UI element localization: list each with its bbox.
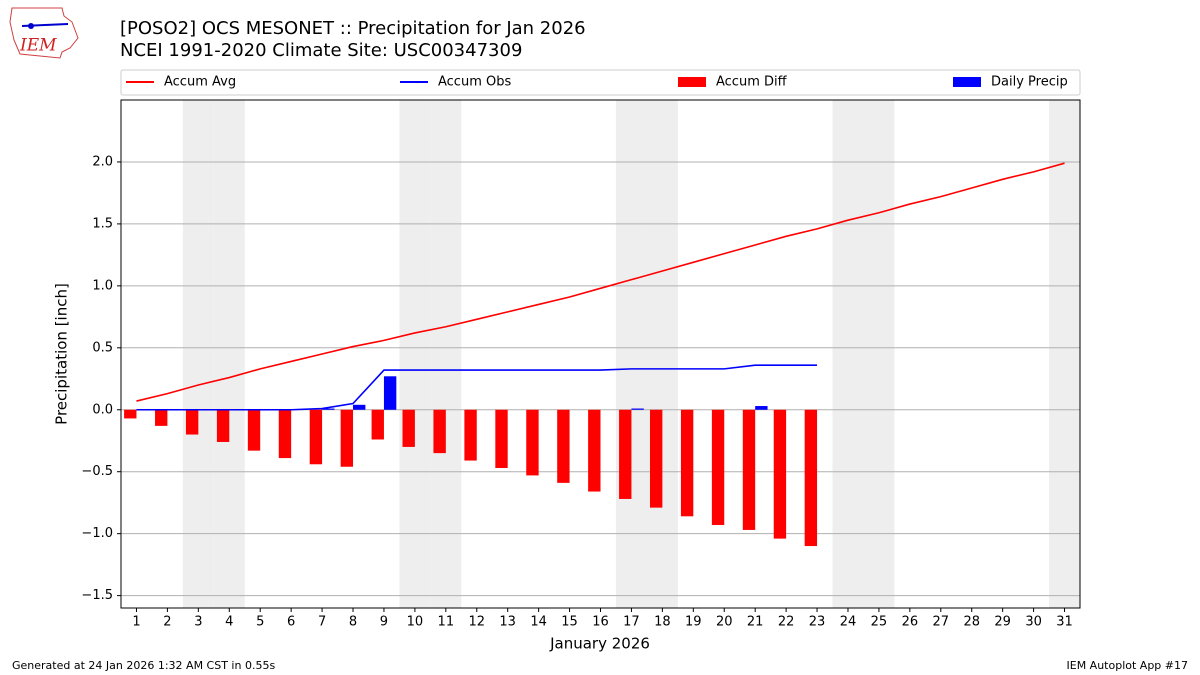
legend-swatch	[953, 77, 981, 87]
bar	[155, 409, 168, 426]
y-tick-label: −1.5	[81, 588, 113, 603]
bar	[557, 409, 570, 483]
x-tick-label: 31	[1056, 615, 1073, 630]
chart-title: [POSO2] OCS MESONET :: Precipitation for…	[120, 18, 586, 39]
bar	[383, 376, 397, 410]
x-tick-label: 3	[194, 615, 202, 630]
x-tick-label: 18	[654, 615, 671, 630]
y-tick-label: 1.0	[92, 278, 113, 293]
bar	[371, 409, 384, 440]
x-tick-label: 4	[225, 615, 233, 630]
x-tick-label: 19	[685, 615, 702, 630]
x-tick-label: 12	[468, 615, 485, 630]
bar	[124, 409, 137, 419]
x-tick-label: 23	[809, 615, 826, 630]
y-tick-label: −1.0	[81, 526, 113, 541]
legend-label: Accum Avg	[164, 75, 236, 90]
bar	[402, 409, 415, 447]
x-tick-label: 16	[592, 615, 609, 630]
bar	[649, 409, 663, 508]
x-tick-label: 27	[933, 615, 950, 630]
weekend-band	[615, 100, 647, 608]
x-tick-label: 2	[163, 615, 171, 630]
weekend-band	[399, 100, 431, 608]
x-tick-label: 7	[318, 615, 326, 630]
x-tick-label: 24	[840, 615, 857, 630]
y-tick-label: 0.0	[92, 402, 113, 417]
chart-subtitle: NCEI 1991-2020 Climate Site: USC00347309	[120, 40, 522, 61]
weekend-band	[213, 100, 245, 608]
bar	[526, 409, 539, 476]
bar	[309, 409, 323, 465]
plot-frame	[120, 99, 1081, 609]
y-axis-label: Precipitation [inch]	[53, 283, 71, 425]
bar	[680, 409, 694, 517]
bar	[278, 409, 292, 459]
y-tick-label: −0.5	[81, 464, 113, 479]
bar	[804, 409, 818, 547]
x-tick-label: 5	[256, 615, 264, 630]
weekend-band	[863, 100, 895, 608]
bar	[711, 409, 725, 525]
x-tick-label: 13	[499, 615, 516, 630]
logo-outline	[9, 7, 79, 59]
y-tick-label: 2.0	[92, 154, 113, 169]
logo-text: IEM	[19, 36, 57, 56]
bar	[588, 409, 601, 492]
legend-label: Accum Obs	[438, 75, 511, 90]
x-tick-label: 30	[1025, 615, 1042, 630]
line	[136, 162, 1065, 402]
x-tick-label: 21	[747, 615, 764, 630]
weekend-band	[1049, 100, 1080, 608]
bar	[433, 409, 446, 454]
x-tick-label: 14	[530, 615, 547, 630]
y-tick-label: 1.5	[92, 216, 113, 231]
bar	[464, 409, 477, 461]
line	[136, 364, 818, 411]
y-tick-label: 0.5	[92, 340, 113, 355]
x-tick-label: 17	[623, 615, 640, 630]
x-tick-label: 9	[380, 615, 388, 630]
x-tick-label: 15	[561, 615, 578, 630]
x-tick-label: 1	[132, 615, 140, 630]
bar	[322, 408, 335, 410]
legend-label: Accum Diff	[716, 75, 788, 90]
x-tick-label: 28	[963, 615, 980, 630]
footer-left: Generated at 24 Jan 2026 1:32 AM CST in …	[12, 659, 275, 672]
bar	[619, 409, 632, 499]
legend-box	[120, 69, 1081, 96]
legend-swatch	[678, 77, 706, 87]
x-tick-label: 20	[716, 615, 733, 630]
legend-label: Daily Precip	[991, 75, 1068, 90]
x-tick-label: 25	[871, 615, 888, 630]
weekend-band	[832, 100, 864, 608]
x-tick-label: 10	[407, 615, 424, 630]
x-tick-label: 8	[349, 615, 357, 630]
x-tick-label: 29	[994, 615, 1011, 630]
weekend-band	[646, 100, 678, 608]
footer-right: IEM Autoplot App #17	[1067, 659, 1189, 672]
logo-dot	[28, 23, 34, 29]
x-axis-label: January 2026	[549, 635, 650, 653]
bar	[216, 409, 230, 442]
bar	[353, 404, 366, 410]
bar	[495, 409, 508, 468]
bar	[631, 408, 644, 410]
bar	[773, 409, 787, 539]
x-tick-label: 11	[438, 615, 455, 630]
x-tick-label: 22	[778, 615, 795, 630]
weekend-band	[430, 100, 462, 608]
bar	[185, 409, 199, 435]
bar	[742, 409, 756, 530]
x-tick-label: 6	[287, 615, 295, 630]
bar	[340, 409, 354, 467]
bar	[755, 406, 768, 410]
logo: IEM	[9, 7, 79, 59]
bar	[247, 409, 261, 451]
plot-area: −1.5−1.0−0.50.00.51.01.52.01 2 3 4 5 6 7 8 9 10 11…	[81, 69, 1081, 630]
weekend-band	[182, 100, 214, 608]
x-tick-label: 26	[902, 615, 919, 630]
